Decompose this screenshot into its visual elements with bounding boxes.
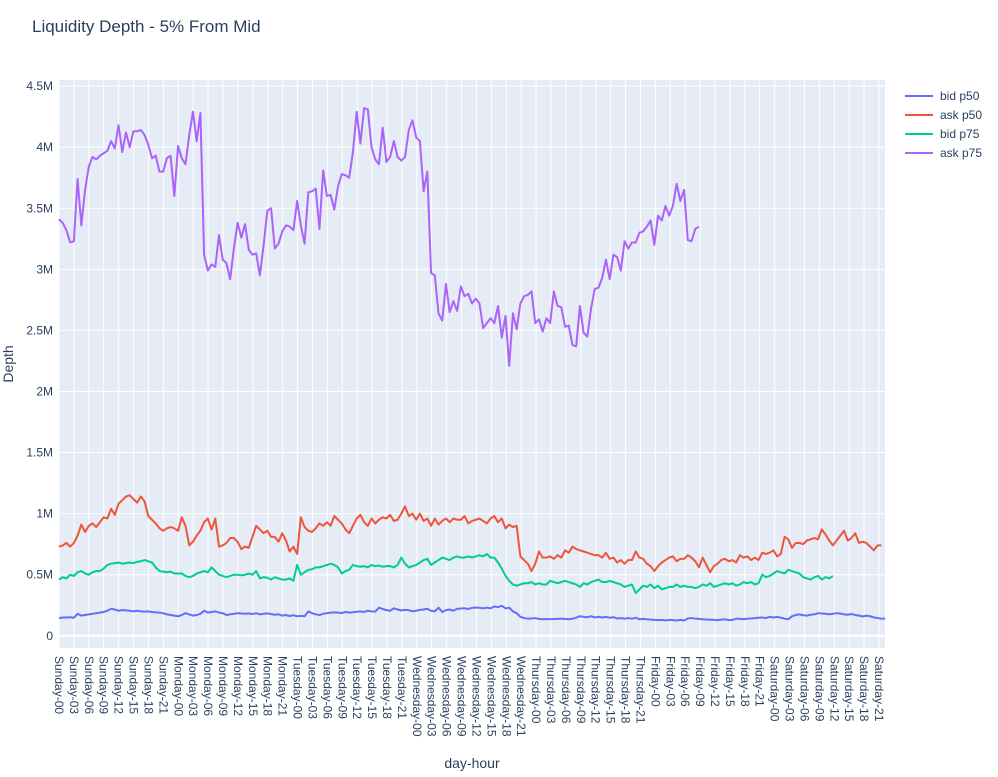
- y-axis-title: Depth: [0, 345, 16, 382]
- x-tick-label: Thursday-03: [544, 656, 558, 724]
- x-tick-label: Monday-09: [216, 656, 230, 716]
- x-tick-label: Tuesday-06: [320, 656, 334, 719]
- x-tick-label: Friday-21: [753, 656, 767, 707]
- series-line-ask-p50: [58, 494, 882, 574]
- series-lines: [58, 107, 885, 622]
- x-tick-label: Tuesday-12: [350, 656, 364, 719]
- x-tick-label: Wednesday-06: [440, 656, 454, 737]
- x-tick-label: Sunday-03: [67, 656, 81, 714]
- x-tick-label: Thursday-00: [529, 656, 543, 724]
- x-tick-label: Wednesday-00: [410, 656, 424, 737]
- x-tick-label: Sunday-09: [97, 656, 111, 714]
- legend-label: bid p50: [940, 89, 980, 103]
- x-tick-label: Thursday-21: [633, 656, 647, 724]
- x-tick-label: Friday-00: [648, 656, 662, 707]
- x-tick-label: Saturday-00: [768, 656, 782, 722]
- x-tick-label: Saturday-06: [797, 656, 811, 722]
- x-tick-label: Monday-21: [276, 656, 290, 716]
- x-tick-label: Friday-15: [723, 656, 737, 707]
- x-tick-label: Wednesday-09: [455, 656, 469, 737]
- x-tick-label: Wednesday-18: [499, 656, 513, 737]
- x-tick-label: Monday-06: [201, 656, 215, 716]
- x-tick-label: Saturday-18: [857, 656, 871, 722]
- x-tick-label: Sunday-21: [156, 656, 170, 714]
- x-tick-label: Tuesday-15: [365, 656, 379, 719]
- x-tick-label: Tuesday-09: [335, 656, 349, 719]
- legend: bid p50 ask p50 bid p75 ask p75: [905, 89, 982, 160]
- series-line-ask-p75: [58, 107, 700, 367]
- y-tick-label: 3.5M: [26, 201, 53, 215]
- x-tick-label: Wednesday-12: [469, 656, 483, 737]
- y-tick-label: 1M: [36, 507, 53, 521]
- x-tick-label: Thursday-12: [589, 656, 603, 724]
- x-tick-label: Tuesday-03: [305, 656, 319, 719]
- legend-label: ask p75: [940, 146, 982, 160]
- x-axis-title: day-hour: [444, 755, 500, 771]
- x-tick-label: Monday-18: [261, 656, 275, 716]
- chart-title: Liquidity Depth - 5% From Mid: [32, 17, 261, 36]
- plot-background: [59, 80, 885, 648]
- x-tick-label: Friday-03: [663, 656, 677, 707]
- x-tick-label: Friday-18: [738, 656, 752, 707]
- y-tick-label: 0.5M: [26, 568, 53, 582]
- x-tick-label: Thursday-15: [604, 656, 618, 724]
- y-tick-label: 4.5M: [26, 79, 53, 93]
- x-tick-label: Wednesday-15: [484, 656, 498, 737]
- x-tick-label: Thursday-06: [559, 656, 573, 724]
- x-axis-ticks: Sunday-00 Sunday-03 Sunday-06 Sunday-09 Sund…: [52, 656, 886, 737]
- x-tick-label: Saturday-03: [783, 656, 797, 722]
- x-tick-label: Friday-09: [693, 656, 707, 707]
- x-tick-label: Tuesday-18: [380, 656, 394, 719]
- x-tick-label: Tuesday-00: [291, 656, 305, 719]
- x-tick-label: Monday-03: [186, 656, 200, 716]
- x-tick-label: Saturday-12: [827, 656, 841, 722]
- x-tick-label: Friday-12: [708, 656, 722, 707]
- x-tick-label: Sunday-12: [112, 656, 126, 714]
- x-tick-label: Sunday-06: [82, 656, 96, 714]
- legend-label: ask p50: [940, 108, 982, 122]
- x-tick-label: Friday-06: [678, 656, 692, 707]
- x-tick-label: Tuesday-21: [395, 656, 409, 719]
- y-tick-label: 0: [46, 629, 53, 643]
- x-tick-label: Saturday-21: [872, 656, 886, 722]
- x-tick-label: Sunday-00: [52, 656, 66, 714]
- y-tick-label: 3M: [36, 262, 53, 276]
- x-tick-label: Thursday-09: [574, 656, 588, 724]
- x-tick-label: Wednesday-03: [425, 656, 439, 737]
- x-tick-label: Sunday-18: [141, 656, 155, 714]
- y-axis-ticks: 0 0.5M 1M 1.5M 2M 2.5M 3M 3.5M 4M 4.5M: [26, 79, 53, 643]
- x-tick-label: Sunday-15: [127, 656, 141, 714]
- y-tick-label: 4M: [36, 140, 53, 154]
- x-tick-label: Saturday-09: [812, 656, 826, 722]
- y-tick-label: 2M: [36, 384, 53, 398]
- x-tick-label: Monday-15: [246, 656, 260, 716]
- x-tick-label: Monday-00: [171, 656, 185, 716]
- x-tick-label: Saturday-15: [842, 656, 856, 722]
- series-line-bid-p75: [58, 552, 834, 595]
- legend-label: bid p75: [940, 127, 980, 141]
- x-tick-label: Thursday-18: [619, 656, 633, 724]
- y-tick-label: 1.5M: [26, 446, 53, 460]
- x-tick-label: Monday-12: [231, 656, 245, 716]
- series-line-bid-p50: [58, 604, 885, 622]
- grid-lines: [58, 80, 885, 648]
- y-tick-label: 2.5M: [26, 323, 53, 337]
- x-tick-label: Wednesday-21: [514, 656, 528, 737]
